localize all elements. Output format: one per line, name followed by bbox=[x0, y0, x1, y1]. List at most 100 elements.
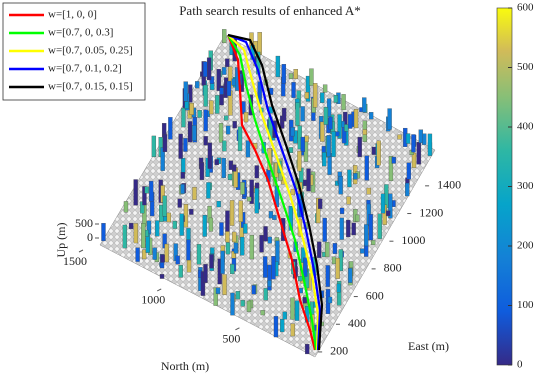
terrain-pillar bbox=[166, 212, 172, 223]
terrain-pillar bbox=[391, 156, 396, 164]
terrain-pillar bbox=[260, 310, 265, 316]
terrain-pillar bbox=[405, 182, 410, 197]
terrain-pillar bbox=[290, 323, 295, 337]
terrain-pillar bbox=[160, 147, 165, 171]
terrain-pillar bbox=[281, 107, 287, 122]
terrain-pillar bbox=[385, 210, 391, 216]
y-tick bbox=[235, 327, 240, 331]
terrain-pillar bbox=[141, 223, 146, 249]
terrain-pillar bbox=[163, 216, 168, 222]
colorbar-tick-label: 500 bbox=[517, 61, 534, 73]
terrain-pillar bbox=[225, 125, 231, 135]
y-axis-label: North (m) bbox=[161, 359, 209, 373]
terrain-pillar bbox=[327, 296, 333, 304]
terrain-pillar bbox=[411, 152, 417, 168]
path-line bbox=[227, 34, 320, 351]
terrain-pillar bbox=[371, 146, 377, 155]
terrain-pillar bbox=[219, 87, 224, 95]
terrain-pillar bbox=[406, 162, 412, 180]
terrain-pillar bbox=[237, 126, 243, 151]
terrain-pillar bbox=[160, 254, 165, 263]
terrain-pillar bbox=[337, 114, 342, 139]
terrain-pillar bbox=[339, 217, 344, 240]
terrain-pillar bbox=[240, 236, 245, 256]
terrain-pillar bbox=[249, 179, 254, 204]
terrain-pillar bbox=[366, 187, 371, 195]
terrain-pillar bbox=[221, 157, 226, 179]
x-tick-label: 800 bbox=[384, 261, 402, 275]
terrain-pillar bbox=[168, 117, 173, 140]
path-line bbox=[227, 34, 318, 351]
terrain-pillar bbox=[368, 112, 374, 120]
terrain-pillar bbox=[203, 109, 208, 132]
terrain-pillar bbox=[263, 256, 268, 278]
terrain-pillar bbox=[183, 81, 188, 102]
terrain-pillar bbox=[305, 75, 311, 102]
terrain-pillar bbox=[317, 241, 322, 258]
terrain-pillar bbox=[322, 84, 328, 93]
terrain-pillar bbox=[203, 84, 208, 107]
terrain-pillar bbox=[293, 130, 298, 144]
terrain-pillar bbox=[304, 135, 309, 143]
terrain-pillar bbox=[199, 162, 205, 180]
terrain-pillar bbox=[357, 136, 362, 158]
terrain-pillar bbox=[233, 242, 239, 254]
colorbar-tick-label: 200 bbox=[517, 240, 534, 252]
terrain-pillar bbox=[368, 214, 373, 241]
path-line bbox=[226, 34, 317, 351]
terrain-pillar bbox=[268, 211, 274, 219]
terrain-pillar bbox=[246, 300, 252, 312]
terrain-pillar bbox=[416, 141, 421, 165]
terrain-pillar bbox=[229, 200, 235, 226]
terrain-pillar bbox=[320, 92, 325, 103]
terrain-pillar bbox=[351, 222, 356, 236]
terrain-pillar bbox=[219, 85, 224, 106]
terrain-pillar bbox=[101, 223, 106, 242]
terrain-pillar bbox=[288, 147, 294, 154]
terrain-pillar bbox=[162, 134, 168, 153]
terrain-pillar bbox=[231, 251, 236, 259]
terrain-pillar bbox=[225, 210, 230, 232]
terrain-pillar bbox=[203, 264, 208, 283]
terrain-pillar bbox=[181, 107, 186, 128]
terrain-pillar bbox=[243, 223, 248, 234]
terrain-pillar bbox=[388, 156, 394, 181]
terrain-pillar bbox=[362, 97, 367, 113]
terrain-pillar bbox=[196, 244, 202, 265]
terrain-pillar bbox=[263, 288, 268, 301]
terrain-pillar bbox=[344, 124, 349, 132]
terrain-pillar bbox=[225, 58, 230, 67]
terrain-pillar bbox=[218, 123, 224, 143]
terrain-pillar bbox=[364, 244, 369, 257]
legend-label: w=[0.7, 0.15, 0.15] bbox=[48, 81, 133, 93]
terrain-pillar bbox=[302, 297, 307, 304]
terrain-pillar bbox=[164, 243, 169, 263]
terrain-pillar bbox=[232, 121, 237, 129]
terrain-pillar bbox=[371, 240, 376, 245]
terrain-pillar bbox=[325, 242, 330, 258]
terrain-pillar bbox=[178, 133, 183, 159]
terrain-pillar bbox=[290, 126, 295, 137]
terrain-pillar bbox=[377, 213, 382, 239]
terrain-pillar bbox=[331, 130, 336, 157]
terrain-pillar bbox=[175, 255, 180, 265]
terrain-pillar bbox=[206, 57, 212, 81]
terrain-pillar bbox=[144, 186, 149, 194]
y-tick bbox=[156, 288, 162, 292]
terrain-pillar bbox=[133, 179, 138, 206]
terrain-pillar bbox=[341, 94, 346, 111]
terrain-pillar bbox=[346, 196, 351, 205]
terrain-pillar bbox=[272, 215, 277, 220]
colorbar-tick-label: 300 bbox=[517, 180, 534, 192]
terrain-pillar bbox=[240, 300, 245, 307]
terrain-pillar bbox=[230, 292, 235, 316]
terrain-pillar bbox=[180, 157, 186, 175]
terrain-pillar bbox=[184, 101, 189, 109]
terrain-pillar bbox=[200, 271, 206, 296]
terrain-pillar bbox=[288, 73, 294, 79]
z-axis-label: Up (m) bbox=[54, 223, 68, 258]
terrain-pillar bbox=[376, 140, 381, 166]
x-axis-label: East (m) bbox=[408, 339, 449, 353]
terrain-pillar bbox=[140, 201, 145, 214]
terrain-pillar bbox=[251, 285, 256, 295]
